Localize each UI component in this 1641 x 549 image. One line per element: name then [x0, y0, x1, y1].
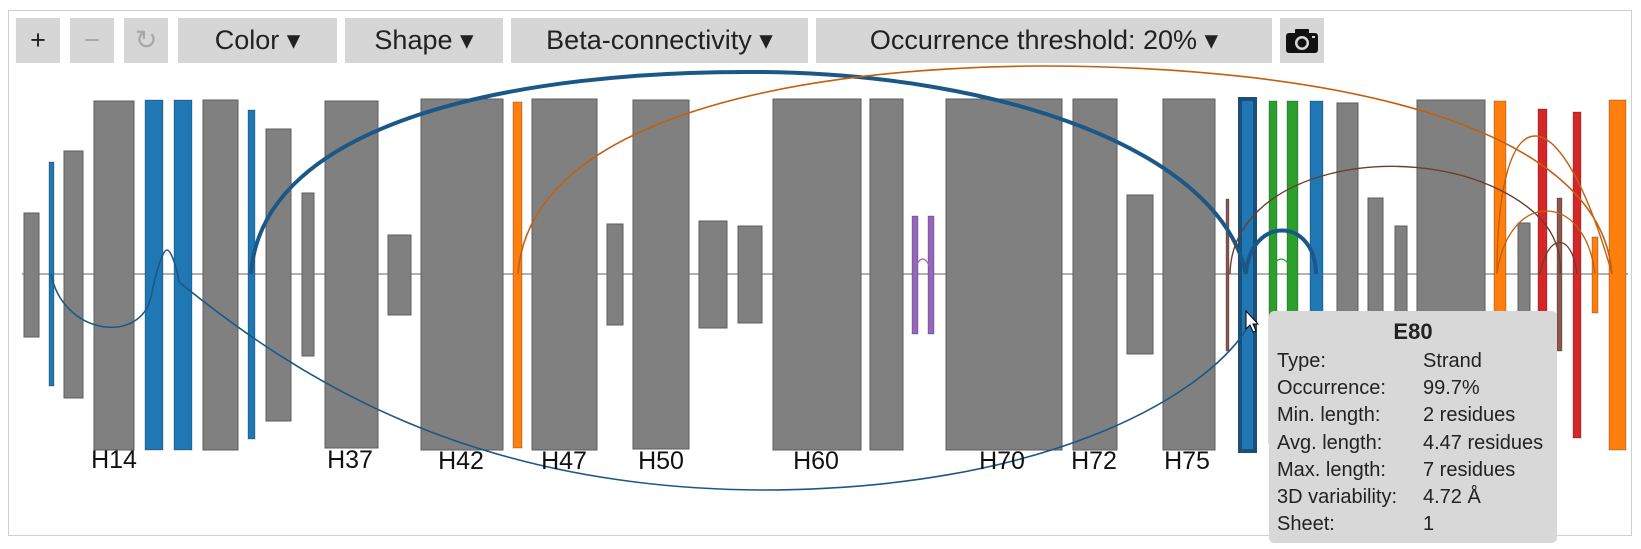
- tooltip-key: Min. length:: [1277, 404, 1381, 426]
- helix-block[interactable]: [737, 225, 763, 324]
- beta-arc: [1539, 242, 1578, 275]
- tooltip-value: 2 residues: [1423, 404, 1516, 426]
- helix-block[interactable]: [632, 99, 690, 450]
- selected-strand-outline: [1238, 97, 1257, 453]
- helix-block[interactable]: [63, 150, 84, 399]
- beta-arc: [1496, 210, 1596, 275]
- sse-label: H42: [438, 447, 484, 475]
- tooltip-row: Min. length: 2 residues: [1277, 404, 1557, 431]
- reset-button[interactable]: ↻: [124, 18, 168, 63]
- strand-block[interactable]: [1556, 197, 1563, 352]
- beta-arc: [1271, 258, 1293, 275]
- sse-label: H75: [1164, 447, 1210, 475]
- tooltip: E80 Type: Strand Occurrence: 99.7% Min. le…: [1269, 311, 1557, 543]
- tooltip-key: Max. length:: [1277, 459, 1386, 481]
- strand-block[interactable]: [247, 109, 256, 440]
- zoom-in-button[interactable]: +: [16, 18, 60, 63]
- color-dropdown[interactable]: Color ▾: [178, 18, 337, 63]
- strand-block[interactable]: [1591, 236, 1599, 314]
- sse-label: H14: [91, 446, 137, 474]
- strand-block[interactable]: [927, 215, 935, 335]
- helix-block[interactable]: [869, 98, 904, 451]
- beta-arc: [1229, 165, 1561, 275]
- tooltip-value: Strand: [1423, 350, 1482, 372]
- tooltip-value: 1: [1423, 513, 1435, 535]
- tooltip-row: Max. length: 7 residues: [1277, 459, 1557, 486]
- helix-block[interactable]: [324, 100, 379, 449]
- helix-block[interactable]: [1126, 194, 1154, 355]
- tooltip-value: 99.7%: [1423, 377, 1480, 399]
- sse-label: H70: [979, 447, 1025, 475]
- strand-block[interactable]: [144, 99, 164, 451]
- sse-label: H50: [638, 447, 684, 475]
- helix-block[interactable]: [301, 192, 315, 357]
- screenshot-button[interactable]: [1280, 18, 1324, 63]
- beta-arc: [1496, 135, 1613, 275]
- tooltip-row: 3D variability: 4.72 Å: [1277, 486, 1557, 513]
- cursor-pointer: [1245, 309, 1260, 333]
- strand-block[interactable]: [1608, 99, 1627, 451]
- tooltip-title: E80: [1393, 319, 1433, 344]
- helix-block[interactable]: [420, 98, 504, 451]
- strand-block[interactable]: [1225, 198, 1230, 352]
- helix-block[interactable]: [1394, 225, 1408, 324]
- tooltip-row: Avg. length: 4.47 residues: [1277, 432, 1557, 459]
- helix-block[interactable]: [387, 234, 412, 316]
- helix-block[interactable]: [265, 128, 292, 422]
- tooltip-value: 4.72 Å: [1423, 486, 1481, 508]
- helix-block[interactable]: [698, 220, 728, 329]
- tooltip-value: 7 residues: [1423, 459, 1516, 481]
- helix-block[interactable]: [202, 99, 239, 451]
- tooltip-key: Occurrence:: [1277, 377, 1386, 399]
- tooltip-row: Occurrence: 99.7%: [1277, 377, 1557, 404]
- helix-block[interactable]: [23, 212, 40, 338]
- sse-label: H37: [327, 446, 373, 474]
- tooltip-key: Sheet:: [1277, 513, 1335, 535]
- sse-label: H60: [793, 447, 839, 475]
- helix-block[interactable]: [945, 98, 1063, 451]
- helix-block[interactable]: [531, 98, 598, 451]
- beta-connectivity-dropdown[interactable]: Beta-connectivity ▾: [511, 18, 808, 63]
- strand-block[interactable]: [1239, 98, 1256, 452]
- helix-block[interactable]: [1162, 98, 1216, 451]
- beta-arc: [50, 249, 180, 329]
- helix-block[interactable]: [93, 100, 135, 451]
- shape-dropdown[interactable]: Shape ▾: [345, 18, 503, 63]
- camera-icon: [1286, 28, 1318, 53]
- strand-block[interactable]: [911, 215, 919, 335]
- beta-arc: [914, 258, 932, 275]
- diagram-frame: [8, 10, 1632, 536]
- tooltip-key: 3D variability:: [1277, 486, 1398, 508]
- helix-block[interactable]: [606, 223, 624, 326]
- tooltip-row: Sheet: 1: [1277, 513, 1557, 540]
- tooltip-row: Type: Strand: [1277, 350, 1557, 377]
- zoom-out-button[interactable]: −: [70, 18, 114, 63]
- tooltip-key: Type:: [1277, 350, 1326, 372]
- beta-arc-strong: [1244, 228, 1318, 275]
- beta-arcs: [50, 65, 1613, 491]
- tooltip-value: 4.47 residues: [1423, 432, 1544, 454]
- strand-block[interactable]: [1572, 111, 1582, 439]
- sse-label: H47: [541, 447, 587, 475]
- beta-arc: [517, 65, 1613, 275]
- sse-label: H72: [1071, 447, 1117, 475]
- helix-block[interactable]: [1072, 98, 1118, 451]
- beta-arc-strong: [249, 69, 1248, 275]
- beta-arc: [178, 281, 1247, 491]
- strand-block[interactable]: [512, 101, 523, 449]
- helix-block[interactable]: [772, 98, 862, 451]
- occurrence-threshold-dropdown[interactable]: Occurrence threshold: 20% ▾: [816, 18, 1272, 63]
- tooltip-key: Avg. length:: [1277, 432, 1383, 454]
- sse-labels: H14 H37 H42 H47 H50 H60 H70 H72 H75: [91, 446, 1210, 475]
- strand-block[interactable]: [173, 99, 193, 451]
